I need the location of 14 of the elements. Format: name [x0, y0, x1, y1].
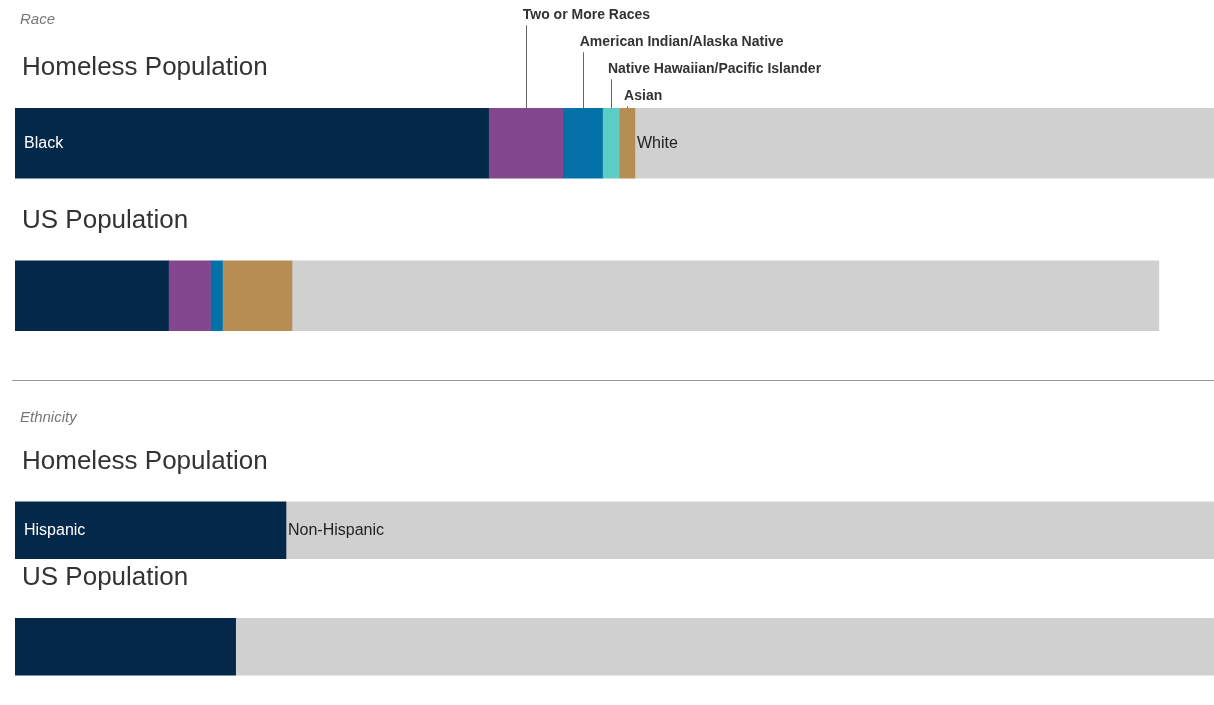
series-label: White [636, 133, 678, 151]
chart-title: Ethnicity [20, 408, 79, 426]
y-tick-label: US Population [22, 561, 189, 592]
text: American Indian/Alaska Native [579, 33, 784, 50]
series-label: Black [24, 133, 65, 151]
chart-title: Race [20, 10, 56, 28]
y-tick-label: Homeless Population [22, 51, 268, 82]
series-label: Non-Hispanic [287, 520, 385, 538]
series-label: Hispanic [24, 520, 86, 538]
text: Two or More Races [522, 6, 651, 23]
y-tick-label: US Population [22, 203, 189, 234]
series-label: Asian [624, 87, 663, 104]
y-tick-label: Homeless Population [22, 444, 268, 475]
text: Native Hawaiian/Pacific Islander [607, 60, 822, 77]
